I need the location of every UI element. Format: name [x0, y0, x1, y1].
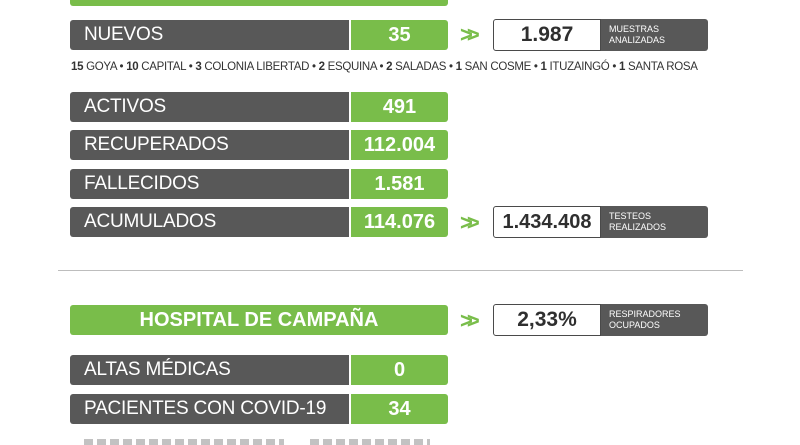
stat-label-activos: ACTIVOS: [70, 92, 349, 122]
breakdown-line: 15 GOYA • 10 CAPITAL • 3 COLONIA LIBERTA…: [71, 61, 698, 73]
breakdown-place: GOYA: [83, 61, 117, 73]
breakdown-count: 15: [71, 61, 84, 73]
stat-label-acumulados: ACUMULADOS: [70, 207, 349, 237]
breakdown-place: CAPITAL: [138, 61, 186, 73]
respiradores-label-line2: OCUPADOS: [609, 320, 660, 330]
hospital-value-pacientes: 34: [351, 394, 448, 424]
muestras-value: 1.987: [493, 19, 601, 51]
chevron-icon: >>: [460, 210, 480, 235]
hospital-title: HOSPITAL DE CAMPAÑA: [70, 305, 448, 335]
breakdown-separator: •: [116, 61, 127, 73]
stat-value-acumulados: 114.076: [351, 207, 448, 237]
breakdown-item: 10 CAPITAL: [126, 61, 186, 73]
header-bar-cutoff: [70, 0, 448, 6]
nuevos-value: 35: [351, 20, 448, 50]
stat-label-fallecidos: FALLECIDOS: [70, 169, 349, 199]
nuevos-label: NUEVOS: [70, 20, 349, 50]
breakdown-separator: •: [376, 61, 387, 73]
breakdown-item: 15 GOYA: [71, 61, 117, 73]
breakdown-item: 2 ESQUINA: [319, 61, 377, 73]
stat-value-fallecidos: 1.581: [351, 169, 448, 199]
breakdown-item: 2 SALADAS: [386, 61, 446, 73]
breakdown-count: 2: [386, 61, 393, 73]
muestras-label: MUESTRAS ANALIZADAS: [601, 19, 708, 51]
stat-value-recuperados: 112.004: [351, 130, 448, 160]
breakdown-item: 1 SANTA ROSA: [619, 61, 698, 73]
testeos-label: TESTEOS REALIZADOS: [601, 206, 708, 238]
muestras-label-line2: ANALIZADAS: [609, 35, 666, 45]
breakdown-separator: •: [531, 61, 541, 73]
breakdown-item: 1 SAN COSME: [455, 61, 532, 73]
stat-value-activos: 491: [351, 92, 448, 122]
breakdown-count: 3: [195, 61, 202, 73]
testeos-label-line2: REALIZADOS: [609, 222, 667, 232]
breakdown-separator: •: [446, 61, 456, 73]
breakdown-count: 1: [540, 61, 547, 73]
muestras-label-line1: MUESTRAS: [609, 24, 660, 34]
breakdown-item: 1 ITUZAINGÓ: [541, 61, 610, 73]
hospital-label-pacientes: PACIENTES CON COVID-19: [70, 394, 349, 424]
hospital-label-altas: ALTAS MÉDICAS: [70, 355, 349, 385]
testeos-label-line1: TESTEOS: [609, 211, 652, 221]
section-divider: [58, 270, 743, 271]
hospital-value-altas: 0: [351, 355, 448, 385]
breakdown-separator: •: [609, 61, 619, 73]
breakdown-count: 1: [618, 61, 626, 73]
breakdown-count: 10: [126, 61, 139, 73]
chevron-icon: >>: [460, 22, 480, 47]
breakdown-place: ITUZAINGÓ: [546, 61, 610, 73]
chevron-icon: >>: [460, 308, 480, 333]
breakdown-place: SALADAS: [392, 61, 447, 73]
breakdown-place: ESQUINA: [324, 61, 377, 73]
respiradores-label: RESPIRADORES OCUPADOS: [601, 304, 708, 336]
testeos-value: 1.434.408: [493, 206, 601, 238]
breakdown-separator: •: [185, 61, 196, 73]
breakdown-item: 3 COLONIA LIBERTAD: [195, 61, 309, 73]
breakdown-place: SAN COSME: [461, 61, 532, 73]
breakdown-count: 1: [455, 61, 462, 73]
breakdown-place: COLONIA LIBERTAD: [201, 61, 310, 73]
breakdown-separator: •: [309, 61, 319, 73]
breakdown-count: 2: [318, 61, 325, 73]
cutoff-text-fragment: [310, 439, 430, 445]
stat-label-recuperados: RECUPERADOS: [70, 130, 349, 160]
respiradores-value: 2,33%: [493, 304, 601, 336]
cutoff-text-fragment: [84, 439, 284, 445]
respiradores-label-line1: RESPIRADORES: [609, 309, 681, 319]
breakdown-place: SANTA ROSA: [625, 61, 698, 73]
